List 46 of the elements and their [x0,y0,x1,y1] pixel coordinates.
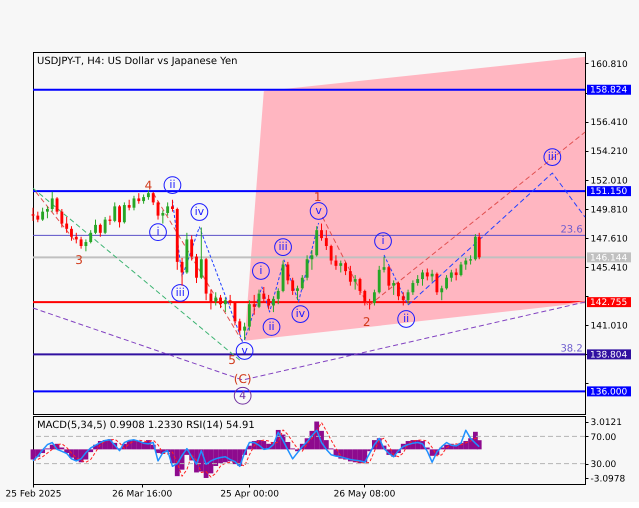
series-label: iv [296,307,306,320]
annotation: 2 [362,315,371,330]
y-tick-label: 156.410 [590,118,628,128]
annotation: 4 [144,178,152,192]
x-tick-label: 25 Apr 00:00 [220,490,280,500]
annotation: 1 [314,190,322,204]
annotation: 38.2 [560,343,583,354]
text: i [259,264,262,277]
y-tick-label: 160.810 [590,60,628,70]
series-label: v [241,344,248,357]
ref-line-label: 142.755 [590,298,628,308]
annotation: 5 [228,352,236,367]
y2-tick-label: 30.00 [590,460,617,470]
y-tick-label: 141.010 [590,322,628,332]
text: iv [194,205,204,218]
y-tick-label: 3.0121 [590,418,622,428]
text: iii [176,286,185,299]
chart-title: MACD(5,34,5) 0.9908 1.2330 RSI(14) 54.91 [37,420,255,431]
x-tick-label: 25 Feb 2025 [5,490,62,500]
ref-line-label: 136.000 [590,387,628,398]
annotation: 23.6 [560,224,583,236]
x-tick-label: 26 May 08:00 [334,490,396,500]
y2-tick-label: 70.00 [590,432,617,443]
ref-line-label: 146.144 [590,253,628,264]
x-tick-label: 26 Mar 16:00 [112,490,173,500]
text: ii [403,312,410,325]
y-tick-label: 145.410 [590,264,628,274]
series-label: i [156,225,160,238]
chart-title: USDJPY-T, H4: US Dollar vs Japanese Yen [37,56,238,67]
annotation: 3 [75,253,83,268]
y-tick-label: 147.610 [590,234,628,244]
y-tick-label: -3.0978 [590,474,626,484]
ref-line-label: 138.804 [590,350,628,360]
y-tick-label: 152.010 [590,176,628,186]
y-tick-label: 149.810 [590,205,628,216]
text: ii [268,320,275,334]
ref-line-label: 151.150 [590,187,628,198]
series-label: ii [169,178,176,192]
series-label: iii [278,240,288,254]
text: i [382,234,385,248]
ref-line-label: 158.824 [590,86,628,96]
text: v [315,204,322,217]
series-label: 4 [239,388,246,402]
annotation: (C) [234,372,252,386]
text: iii [548,150,557,164]
y-tick-label: 154.210 [590,147,628,158]
